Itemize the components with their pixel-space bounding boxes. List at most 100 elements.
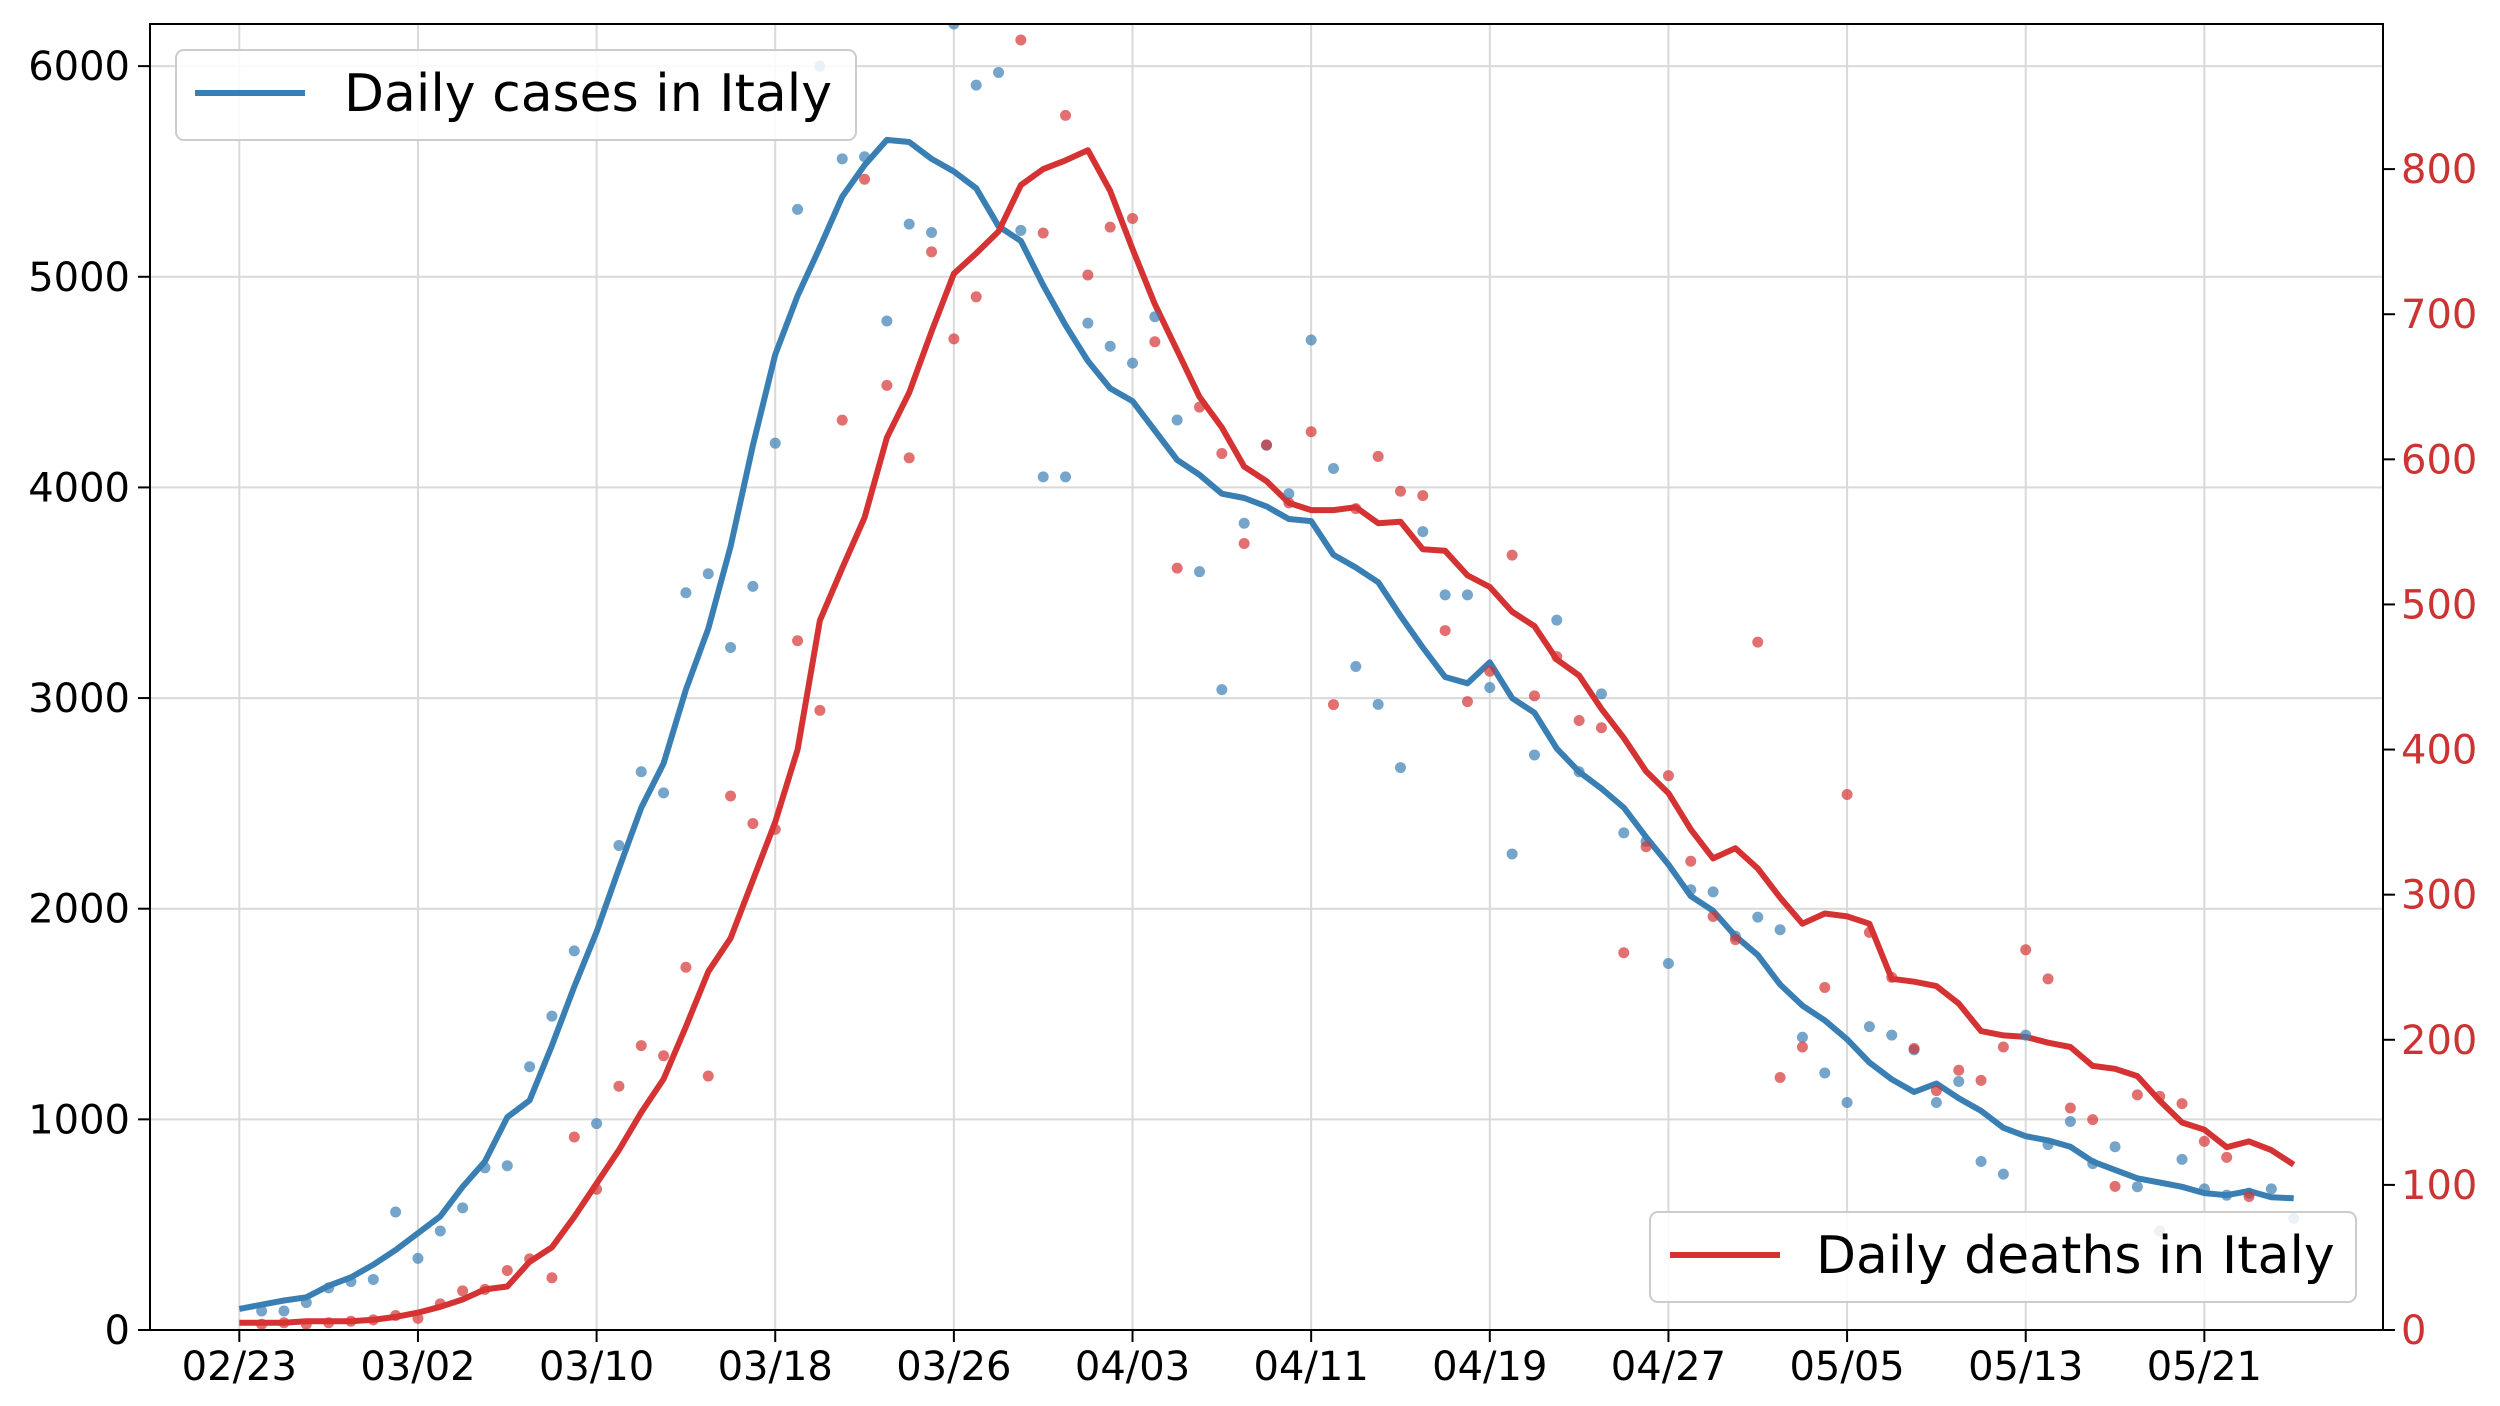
cases-point (1841, 1097, 1853, 1109)
x-tick-label: 05/05 (1789, 1344, 1904, 1390)
legend-cases-label: Daily cases in Italy (344, 64, 832, 124)
deaths-point (345, 1315, 357, 1327)
deaths-point (1506, 549, 1518, 561)
deaths-point (1216, 448, 1228, 460)
deaths-point (1841, 789, 1853, 801)
cases-point (568, 945, 580, 957)
deaths-point (1640, 841, 1652, 853)
cases-point (591, 1118, 603, 1130)
cases-point (1194, 566, 1206, 578)
deaths-point (993, 0, 1004, 2)
cases-point (524, 1061, 536, 1073)
cases-point (1171, 414, 1183, 426)
left-tick-label: 5000 (28, 255, 130, 301)
deaths-point (412, 1312, 424, 1324)
cases-point (1863, 1021, 1875, 1033)
cases-point (769, 437, 781, 449)
deaths-point (1261, 439, 1272, 451)
deaths-point (1350, 503, 1362, 515)
deaths-point (635, 1040, 647, 1052)
cases-point (1104, 340, 1116, 352)
deaths-point (2221, 1151, 2233, 1163)
deaths-point (1082, 269, 1094, 281)
deaths-point (702, 1070, 714, 1082)
left-tick-label: 1000 (28, 1097, 130, 1143)
deaths-point (1104, 221, 1116, 233)
cases-point (1394, 762, 1406, 774)
x-tick-label: 04/03 (1075, 1344, 1190, 1390)
deaths-point (948, 333, 960, 345)
legend-deaths-label: Daily deaths in Italy (1816, 1226, 2335, 1286)
deaths-point (1060, 109, 1072, 121)
deaths-point (457, 1285, 469, 1297)
deaths-point (1975, 1074, 1987, 1086)
deaths-point (2042, 973, 2054, 985)
cases-point (2131, 1181, 2143, 1193)
deaths-point (1729, 934, 1741, 946)
deaths-point (1528, 690, 1540, 702)
cases-point (1618, 827, 1630, 839)
deaths-point (568, 1131, 580, 1143)
left-y-axis: 0 1000 2000 3000 4000 5000 6000 (28, 44, 150, 1354)
cases-point (2109, 1141, 2121, 1153)
legend-deaths: Daily deaths in Italy (1649, 1211, 2357, 1303)
x-tick-label: 03/02 (360, 1344, 475, 1390)
deaths-point (1863, 926, 1875, 938)
deaths-point (2087, 1114, 2099, 1126)
deaths-point (2020, 944, 2032, 956)
deaths-point (1127, 212, 1139, 224)
cases-point (1997, 1168, 2009, 1180)
cases-point (546, 1010, 558, 1022)
deaths-point (1662, 770, 1674, 782)
x-tick-label: 04/11 (1254, 1344, 1369, 1390)
deaths-point (881, 379, 893, 391)
deaths-point (434, 1298, 446, 1310)
cases-point (792, 203, 804, 215)
cases-point (1662, 957, 1674, 969)
right-tick-label: 0 (2401, 1308, 2426, 1354)
deaths-point (1238, 537, 1250, 549)
right-tick-label: 300 (2401, 873, 2477, 919)
deaths-point (792, 635, 804, 647)
cases-point (1082, 317, 1094, 329)
deaths-point (769, 823, 781, 835)
cases-point (613, 840, 625, 852)
deaths-point (501, 1265, 513, 1277)
cases-point (1461, 589, 1473, 601)
deaths-point (1194, 401, 1206, 413)
cases-point (1283, 488, 1295, 500)
deaths-point (1908, 1042, 1920, 1054)
cases-point (1439, 589, 1451, 601)
deaths-point (1327, 699, 1339, 711)
left-tick-label: 3000 (28, 676, 130, 722)
deaths-point (2154, 1090, 2166, 1102)
x-tick-label: 03/18 (718, 1344, 833, 1390)
left-tick-label: 2000 (28, 887, 130, 933)
cases-point (2087, 1158, 2099, 1170)
deaths-point (2243, 1190, 2255, 1202)
deaths-point (1930, 1085, 1942, 1097)
cases-average-line (238, 136, 2294, 1312)
cases-point (1528, 749, 1540, 761)
daily-points (256, 0, 2300, 1330)
deaths-point (256, 1318, 268, 1330)
x-tick-label: 03/26 (896, 1344, 1011, 1390)
deaths-point (1417, 490, 1429, 502)
deaths-point (479, 1283, 491, 1295)
cases-point (970, 79, 982, 91)
deaths-point (1551, 651, 1563, 663)
deaths-point (903, 452, 915, 464)
legend-deaths-box (1649, 1211, 2357, 1303)
cases-point (457, 1202, 469, 1214)
cases-point (1060, 471, 1072, 483)
cases-point (1551, 614, 1563, 626)
deaths-point (1953, 1064, 1965, 1076)
deaths-point (1283, 497, 1295, 509)
cases-point (1037, 471, 1049, 483)
cases-point (1127, 357, 1139, 369)
cases-point (881, 315, 893, 327)
deaths-point (747, 818, 759, 830)
deaths-point (1685, 855, 1697, 867)
cases-point (1685, 884, 1697, 896)
